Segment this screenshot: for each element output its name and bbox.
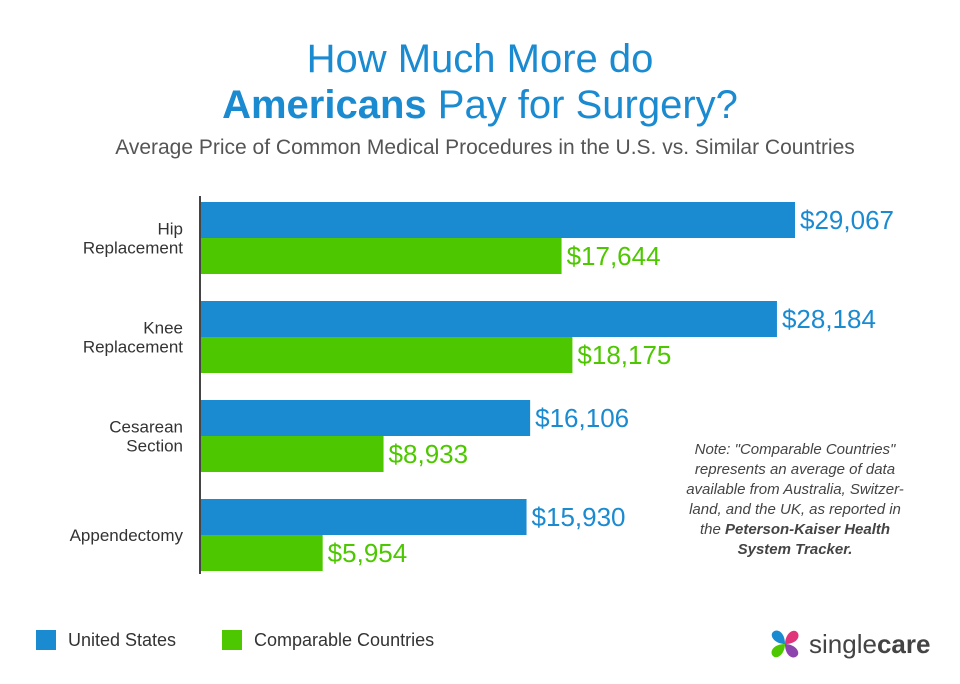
- note-line: land, and the UK, as reported in: [689, 501, 901, 518]
- category-label: Knee: [143, 319, 183, 338]
- bar-comparable: [201, 436, 384, 472]
- data-label: $15,930: [532, 502, 626, 532]
- bar-us: [201, 301, 777, 337]
- chart-title-line1: How Much More do: [306, 37, 654, 81]
- bar-us: [201, 202, 795, 238]
- legend-label-comparable: Comparable Countries: [254, 630, 435, 650]
- bar-comparable: [201, 535, 323, 571]
- note-line: represents an average of data: [694, 461, 896, 478]
- legend-swatch-us: [36, 630, 56, 650]
- note-line: available from Australia, Switzer-: [686, 481, 904, 498]
- bar-comparable: [201, 238, 562, 274]
- data-label: $28,184: [782, 304, 876, 334]
- legend-swatch-comparable: [222, 630, 242, 650]
- pinwheel-logo-icon: [771, 630, 799, 658]
- category-label: Cesarean: [109, 418, 183, 437]
- category-label: Hip: [157, 220, 183, 239]
- data-label: $29,067: [800, 205, 894, 235]
- legend-item-comparable: Comparable Countries: [222, 630, 434, 651]
- logo-wordmark: singlecare: [809, 629, 930, 660]
- note-text: the: [699, 521, 725, 538]
- bar-us: [201, 400, 531, 436]
- bar-comparable: [201, 337, 573, 373]
- legend-label-us: United States: [68, 630, 177, 650]
- logo-text-a: single: [809, 629, 877, 659]
- logo-text-b: care: [876, 629, 931, 659]
- bar-us: [201, 499, 527, 535]
- category-label: Appendectomy: [70, 526, 184, 545]
- category-label: Section: [126, 437, 183, 456]
- data-label: $8,933: [389, 439, 469, 469]
- note-line: the Peterson-Kaiser Health: [652, 520, 938, 540]
- data-label: $5,954: [328, 538, 408, 568]
- note-source: System Tracker.: [737, 541, 853, 558]
- category-label: Replacement: [83, 338, 183, 357]
- data-label: $17,644: [567, 241, 661, 271]
- chart-note: Note: "Comparable Countries" represents …: [652, 440, 938, 560]
- title-rest: Pay for Surgery?: [426, 83, 738, 127]
- data-label: $16,106: [535, 403, 629, 433]
- data-label: $18,175: [577, 340, 671, 370]
- note-line: Note: "Comparable Countries": [694, 441, 896, 458]
- title-emphasis: Americans: [222, 83, 427, 127]
- note-source: Peterson-Kaiser Health: [724, 521, 891, 538]
- category-label: Replacement: [83, 239, 183, 258]
- chart-title-line2: Americans Pay for Surgery?: [0, 82, 960, 128]
- chart-subtitle: Average Price of Common Medical Procedur…: [115, 136, 855, 159]
- note-line: System Tracker.: [652, 540, 938, 560]
- legend-item-us: United States: [36, 630, 176, 651]
